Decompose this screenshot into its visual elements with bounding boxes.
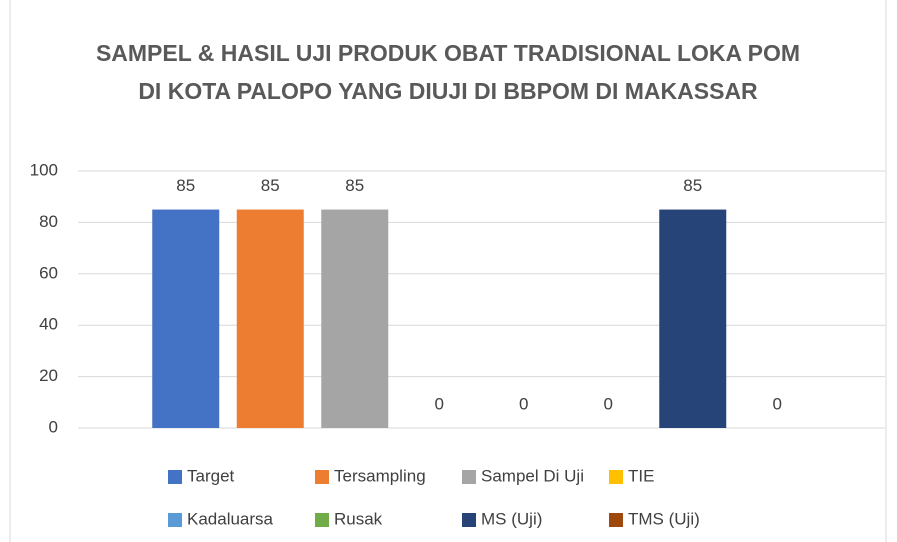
data-label: 85 (176, 176, 195, 195)
legend-swatch (168, 470, 182, 484)
data-label: 85 (261, 176, 280, 195)
data-label: 0 (604, 394, 613, 413)
data-label: 0 (435, 394, 444, 413)
legend-label: TMS (Uji) (628, 509, 700, 528)
legend-label: TIE (628, 466, 654, 485)
y-tick-label: 80 (39, 212, 58, 231)
legend-swatch (168, 513, 182, 527)
data-label: 85 (683, 176, 702, 195)
y-tick-label: 100 (30, 160, 58, 179)
legend-label: Sampel Di Uji (481, 466, 584, 485)
legend-swatch (315, 513, 329, 527)
legend-swatch (315, 470, 329, 484)
legend-label: Rusak (334, 509, 383, 528)
y-tick-label: 0 (49, 417, 58, 436)
y-tick-label: 20 (39, 366, 58, 385)
chart-border (9, 0, 887, 542)
bar (321, 209, 389, 428)
legend-swatch (462, 470, 476, 484)
legend-label: Kadaluarsa (187, 509, 274, 528)
legend-label: Target (187, 466, 235, 485)
y-tick-label: 40 (39, 315, 58, 334)
legend-swatch (462, 513, 476, 527)
y-tick-label: 60 (39, 263, 58, 282)
chart-title: SAMPEL & HASIL UJI PRODUK OBAT TRADISION… (95, 40, 801, 104)
data-label: 0 (773, 394, 782, 413)
legend-swatch (609, 513, 623, 527)
bar (152, 209, 220, 428)
bar (659, 209, 727, 428)
bar (236, 209, 304, 428)
legend-swatch (609, 470, 623, 484)
legend-label: MS (Uji) (481, 509, 542, 528)
data-label: 0 (519, 394, 528, 413)
legend-label: Tersampling (334, 466, 426, 485)
data-label: 85 (345, 176, 364, 195)
